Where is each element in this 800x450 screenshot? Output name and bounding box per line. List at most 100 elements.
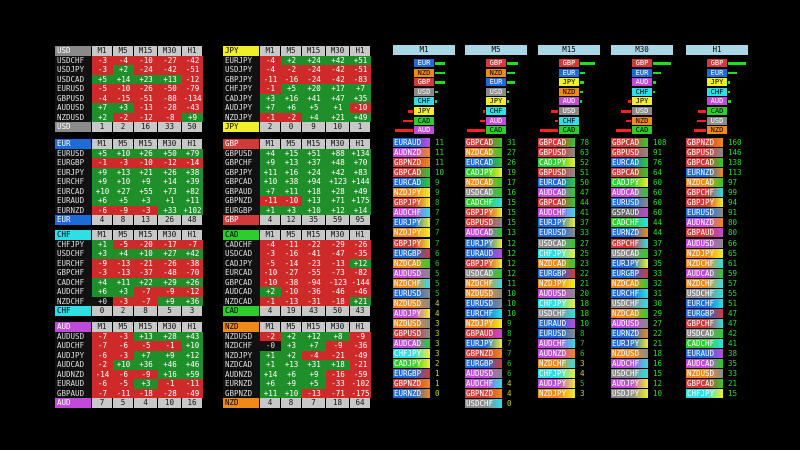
matrix-row: NZDCHF -0 +3 +7 -9 -36 — [223, 341, 371, 351]
ranking-value: 7 — [435, 228, 440, 238]
ranking-value: 31 — [507, 138, 517, 147]
pair-change-value: -7 — [134, 287, 158, 297]
strength-bar-positive — [580, 71, 586, 75]
matrix-total-currency: JPY — [223, 122, 260, 132]
matrix-total-value: 48 — [182, 215, 203, 225]
strength-timeframe-header: M30 — [611, 45, 673, 55]
ranking-row: AUDCAD 3 — [393, 339, 465, 349]
pair-change-value: +37 — [302, 158, 326, 168]
ranking-row: AUDUSD 20 — [538, 288, 610, 299]
pair-change-value: +42 — [326, 55, 350, 65]
pair-change-value: +27 — [113, 186, 134, 196]
ranking-row: EURGBP 22 — [538, 268, 610, 279]
strength-currency-label: JPY — [486, 97, 506, 106]
ranking-pair-label: AUDNZD — [393, 148, 430, 158]
pair-change-value: +2 — [281, 331, 302, 341]
pair-change-value: -33 — [326, 379, 350, 389]
ranking-row: NZDCAD 6 — [393, 258, 465, 269]
ranking-row: GBPUSD 63 — [538, 148, 610, 158]
strength-currency-label: GBP — [559, 59, 579, 67]
ranking-value: 27 — [507, 148, 517, 158]
pair-change-value: +7 — [134, 350, 158, 360]
strength-timeframe-header: H1 — [686, 45, 748, 55]
ranking-pair-label: CHFJPY — [393, 349, 430, 359]
ranking-row: GBPJPY 7 — [393, 238, 465, 249]
pair-change-value: -3 — [113, 331, 134, 341]
ranking-pair-label: AUDCAD — [686, 359, 723, 369]
ranking-pair-label: EURGBP — [393, 248, 430, 258]
pair-change-value: +10 — [92, 186, 113, 196]
ranking-row: NZDCHF 11 — [465, 278, 537, 289]
pair-label: EURGBP — [223, 205, 260, 215]
ranking-row: USDJPY 10 — [611, 389, 683, 399]
matrix-row: NZDCAD +1 +13 +31 +18 -21 — [223, 360, 371, 370]
pair-change-value: -42 — [326, 65, 350, 75]
pair-change-value: +82 — [182, 186, 203, 196]
ranking-value: 10 — [435, 168, 445, 178]
pair-label: EURUSD — [55, 84, 92, 94]
ranking-row: CHFJPY 25 — [538, 248, 610, 259]
matrix-header-currency: JPY — [223, 46, 260, 56]
ranking-pair-label: NZDUSD — [393, 318, 430, 328]
ranking-value: 22 — [580, 268, 590, 278]
pair-change-value: +7 — [350, 84, 371, 94]
ranking-value: 15 — [653, 369, 663, 379]
ranking-row: USDCAD 37 — [611, 248, 683, 259]
pair-change-value: -14 — [281, 258, 302, 268]
pair-change-value: +10 — [113, 360, 134, 370]
pair-label: CADJPY — [223, 93, 260, 103]
strength-bar-negative — [620, 110, 631, 113]
ranking-row: NZDJPY 65 — [686, 248, 758, 259]
pair-change-value: -9 — [350, 331, 371, 341]
ranking-row: EURNZD 113 — [686, 168, 758, 178]
timeframe-header: M1 — [92, 230, 113, 240]
ranking-pair-label: GBPCAD — [538, 198, 575, 208]
pair-change-value: -7 — [92, 388, 113, 398]
strength-currency-label: CHF — [559, 116, 579, 125]
ranking-row: AUDCAD 59 — [686, 268, 758, 279]
ranking-value: 6 — [435, 248, 440, 258]
pair-change-value: -13 — [113, 258, 134, 268]
matrix-total-value: 2 — [113, 122, 134, 132]
matrix-row: EURNZD -6 -9 -3 +33 +102 — [55, 205, 203, 215]
ranking-pair-label: GBPUSD — [686, 148, 723, 158]
pair-label: AUDCHF — [55, 341, 92, 351]
pair-change-value: +15 — [281, 148, 302, 158]
ranking-value: 17 — [507, 178, 517, 188]
pair-change-value: -42 — [182, 55, 203, 65]
pair-change-value: +9 — [302, 369, 326, 379]
ranking-pair-label: USDCAD — [465, 188, 502, 198]
pair-change-value: -0 — [260, 341, 281, 351]
matrix-row: AUDNZD -14 -6 -9 +16 +59 — [55, 369, 203, 379]
pair-change-value: -28 — [158, 388, 182, 398]
ranking-row: NZDUSD 18 — [611, 349, 683, 359]
matrix-total-row: CHF 0 2 8 5 3 — [55, 306, 203, 316]
ranking-row: AUDUSD 5 — [393, 268, 465, 279]
ranking-value: 1 — [435, 369, 440, 379]
ranking-pair-label: AUDCAD — [393, 339, 430, 348]
pair-change-value: +21 — [350, 296, 371, 306]
ranking-value: 29 — [653, 308, 663, 318]
matrix-total-value: 18 — [326, 398, 350, 408]
matrix-total-value: 50 — [326, 306, 350, 316]
ranking-value: 51 — [580, 168, 590, 178]
ranking-row: AUDUSD 6 — [465, 369, 537, 379]
timeframe-header: M30 — [158, 322, 182, 332]
pair-change-value: -26 — [134, 84, 158, 94]
timeframe-header: H1 — [182, 322, 203, 332]
matrix-total-currency: AUD — [55, 398, 92, 408]
pair-label: AUDCHF — [55, 287, 92, 297]
matrix-row: USDCAD +5 +14 +23 +13 -12 — [55, 74, 203, 84]
matrix-row: EURUSD -5 -10 -26 -50 -79 — [55, 84, 203, 94]
pair-label: CADCHF — [55, 277, 92, 287]
pair-change-value: +134 — [350, 148, 371, 158]
matrix-total-value: 43 — [302, 306, 326, 316]
pair-change-value: +26 — [182, 277, 203, 287]
ranking-pair-label: GBPUSD — [611, 148, 648, 158]
ranking-value: 55 — [728, 288, 738, 298]
strength-bar-positive — [435, 81, 446, 84]
ranking-row: GSPAUD 60 — [611, 208, 683, 218]
strength-currency-label: CAD — [707, 107, 727, 115]
pair-change-value: -12 — [182, 74, 203, 84]
ranking-pair-label: EURCAD — [611, 158, 648, 168]
